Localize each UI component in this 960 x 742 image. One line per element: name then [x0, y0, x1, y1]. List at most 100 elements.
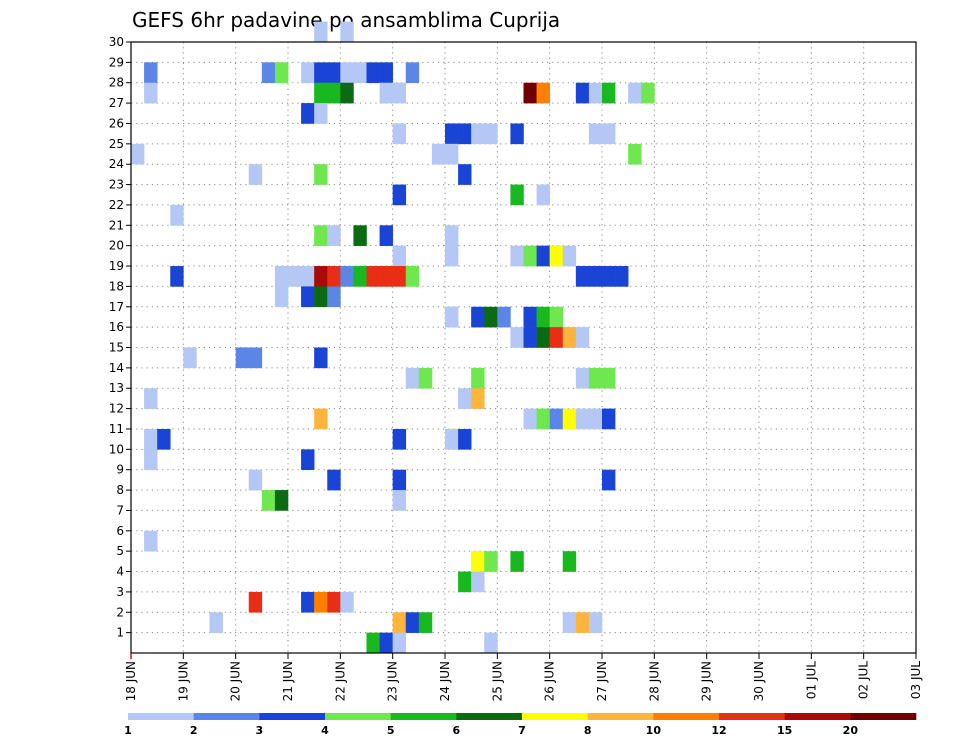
- data-cell: [353, 266, 367, 287]
- y-tick-label: 30: [109, 35, 124, 49]
- data-cell: [497, 306, 511, 328]
- data-cell: [314, 82, 328, 104]
- data-cell: [274, 490, 289, 511]
- data-cell: [562, 408, 577, 430]
- data-cell: [301, 286, 315, 308]
- data-cell: [379, 225, 393, 246]
- data-cell: [314, 408, 328, 430]
- data-cell: [575, 612, 590, 633]
- data-cell: [445, 225, 459, 246]
- x-tick-label: 26 JUN: [543, 661, 557, 701]
- data-cell: [588, 123, 603, 145]
- data-cell: [458, 571, 472, 593]
- x-axis-ticks: 18 JUN 19 JUN 20 JUN 21 JUN 22 JUN 23 JUN 24 J…: [124, 653, 923, 701]
- data-cell: [510, 123, 524, 145]
- data-cell: [157, 428, 171, 450]
- x-tick-label: 20 JUN: [229, 661, 243, 701]
- data-cell: [484, 632, 498, 654]
- y-tick-label: 5: [116, 544, 124, 558]
- data-cell: [392, 612, 407, 633]
- data-cell: [301, 591, 315, 613]
- data-cell: [575, 327, 590, 348]
- data-cell: [628, 82, 642, 104]
- data-cell: [144, 428, 158, 450]
- legend-label: 5: [387, 724, 395, 737]
- data-cells: [131, 21, 655, 654]
- x-tick-label: 23 JUN: [386, 661, 400, 701]
- data-cell: [248, 591, 263, 613]
- legend-swatch: [653, 713, 720, 720]
- data-cell: [327, 82, 341, 104]
- data-cell: [575, 367, 590, 389]
- data-cell: [458, 428, 472, 450]
- data-cell: [445, 123, 459, 145]
- data-cell: [588, 266, 603, 287]
- y-tick-label: 2: [116, 605, 124, 619]
- data-cell: [301, 266, 315, 287]
- data-cell: [484, 306, 498, 328]
- legend-swatch: [193, 713, 260, 720]
- data-cell: [274, 286, 289, 308]
- data-cell: [536, 82, 550, 104]
- y-tick-label: 23: [109, 178, 124, 192]
- y-tick-label: 9: [116, 463, 124, 477]
- data-cell: [562, 551, 577, 572]
- x-tick-label: 03 JUL: [909, 661, 923, 699]
- data-cell: [314, 266, 328, 287]
- data-cell: [209, 612, 223, 633]
- y-tick-label: 13: [109, 381, 124, 395]
- data-cell: [471, 388, 485, 409]
- y-tick-label: 12: [109, 402, 124, 416]
- y-tick-label: 29: [109, 55, 124, 69]
- y-tick-label: 27: [109, 96, 124, 110]
- data-cell: [602, 408, 616, 430]
- data-cell: [549, 306, 564, 328]
- legend-label: 6: [453, 724, 461, 737]
- data-cell: [274, 62, 289, 84]
- data-cell: [536, 184, 550, 206]
- data-cell: [327, 62, 341, 84]
- data-cell: [301, 449, 315, 470]
- data-cell: [314, 21, 328, 43]
- legend-label: 8: [584, 724, 592, 737]
- legend-label: 3: [256, 724, 264, 737]
- y-tick-label: 26: [109, 116, 124, 130]
- data-cell: [588, 612, 603, 633]
- data-cell: [314, 347, 328, 369]
- legend-label: 20: [843, 724, 859, 737]
- data-cell: [131, 143, 145, 165]
- data-cell: [445, 306, 459, 328]
- data-cell: [392, 469, 407, 491]
- y-tick-label: 20: [109, 239, 124, 253]
- data-cell: [602, 367, 616, 389]
- data-cell: [327, 286, 341, 308]
- data-cell: [510, 327, 524, 348]
- data-cell: [144, 82, 158, 104]
- y-tick-label: 25: [109, 137, 124, 151]
- y-tick-label: 3: [116, 585, 124, 599]
- data-cell: [602, 82, 616, 104]
- legend-swatch: [390, 713, 457, 720]
- data-cell: [301, 103, 315, 124]
- data-cell: [523, 306, 537, 328]
- legend-label: 10: [646, 724, 662, 737]
- data-cell: [588, 82, 603, 104]
- data-cell: [445, 428, 459, 450]
- data-cell: [392, 266, 407, 287]
- data-cell: [379, 632, 393, 654]
- data-cell: [405, 367, 420, 389]
- data-cell: [261, 490, 276, 511]
- data-cell: [602, 469, 616, 491]
- legend-swatch: [259, 713, 326, 720]
- data-cell: [575, 408, 590, 430]
- legend-swatch: [325, 713, 391, 720]
- y-tick-label: 19: [109, 259, 124, 273]
- legend-swatch: [587, 713, 654, 720]
- data-cell: [301, 62, 315, 84]
- data-cell: [405, 266, 420, 287]
- y-tick-label: 1: [116, 626, 124, 640]
- legend-swatch: [128, 713, 194, 720]
- data-cell: [170, 204, 184, 226]
- x-tick-label: 02 JUL: [857, 661, 871, 699]
- data-cell: [392, 428, 407, 450]
